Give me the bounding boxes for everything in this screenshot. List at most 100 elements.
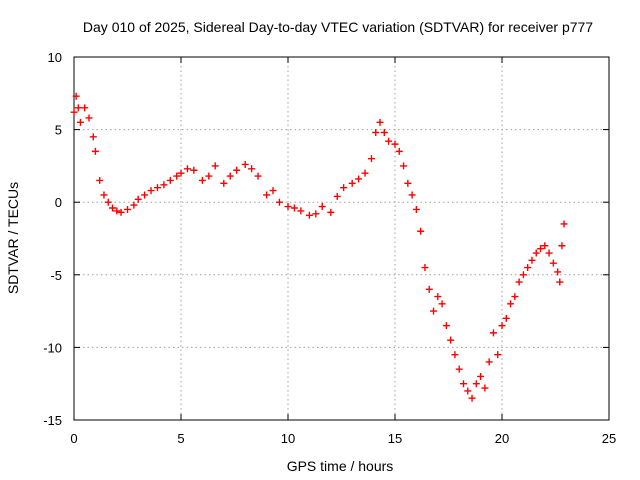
data-point bbox=[400, 162, 408, 170]
data-point bbox=[134, 195, 142, 203]
y-tick-label: 0 bbox=[55, 195, 62, 210]
y-tick-label: 10 bbox=[48, 50, 62, 65]
data-point bbox=[166, 176, 174, 184]
data-point bbox=[447, 336, 455, 344]
data-point bbox=[269, 187, 277, 195]
data-point bbox=[459, 380, 467, 388]
data-point bbox=[104, 198, 112, 206]
series-sdtvar bbox=[70, 92, 568, 402]
y-axis-label: SDTVAR / TECUs bbox=[5, 182, 21, 294]
data-point bbox=[549, 259, 557, 267]
data-point bbox=[81, 104, 89, 112]
grid bbox=[74, 57, 609, 420]
x-tick-label: 25 bbox=[602, 431, 616, 446]
y-tick-label: 5 bbox=[55, 123, 62, 138]
data-point bbox=[305, 211, 313, 219]
data-point bbox=[560, 220, 568, 228]
data-point bbox=[76, 118, 84, 126]
data-point bbox=[74, 104, 82, 112]
x-tick-label: 20 bbox=[495, 431, 509, 446]
plot-frame bbox=[73, 56, 610, 421]
data-point bbox=[498, 322, 506, 330]
data-point bbox=[147, 187, 155, 195]
x-tick-label: 10 bbox=[281, 431, 295, 446]
data-point bbox=[91, 147, 99, 155]
y-tick-label: -5 bbox=[50, 268, 62, 283]
data-point bbox=[541, 242, 549, 250]
data-point bbox=[442, 322, 450, 330]
data-points bbox=[70, 92, 568, 402]
data-point bbox=[100, 191, 108, 199]
data-point bbox=[532, 249, 540, 257]
data-point bbox=[85, 114, 93, 122]
data-point bbox=[404, 179, 412, 187]
x-tick-label: 5 bbox=[177, 431, 184, 446]
data-point bbox=[395, 147, 403, 155]
data-point bbox=[438, 300, 446, 308]
data-point bbox=[430, 307, 438, 315]
data-point bbox=[284, 203, 292, 211]
data-point bbox=[412, 205, 420, 213]
data-point bbox=[220, 179, 228, 187]
y-tick-label: -10 bbox=[43, 340, 62, 355]
data-point bbox=[421, 264, 429, 272]
chart-title: Day 010 of 2025, Sidereal Day-to-day VTE… bbox=[83, 19, 593, 35]
data-point bbox=[183, 165, 191, 173]
data-point bbox=[327, 208, 335, 216]
data-point bbox=[434, 293, 442, 301]
y-tick-label: -15 bbox=[43, 413, 62, 428]
data-point bbox=[489, 329, 497, 337]
x-axis-label: GPS time / hours bbox=[287, 458, 394, 474]
data-point bbox=[537, 245, 545, 253]
data-point bbox=[297, 207, 305, 215]
data-point bbox=[408, 191, 416, 199]
data-point bbox=[556, 278, 564, 286]
data-point bbox=[348, 179, 356, 187]
data-point bbox=[226, 172, 234, 180]
data-point bbox=[558, 242, 566, 250]
x-tick-label: 15 bbox=[388, 431, 402, 446]
data-point bbox=[502, 314, 510, 322]
data-point bbox=[70, 108, 78, 116]
data-point bbox=[425, 285, 433, 293]
data-point bbox=[380, 129, 388, 137]
data-point bbox=[318, 203, 326, 211]
data-point bbox=[464, 387, 472, 395]
data-point bbox=[507, 300, 515, 308]
data-point bbox=[485, 358, 493, 366]
data-point bbox=[117, 208, 125, 216]
data-point bbox=[177, 169, 185, 177]
data-point bbox=[124, 205, 131, 213]
data-point bbox=[472, 380, 480, 388]
data-point bbox=[376, 118, 384, 126]
data-point bbox=[494, 351, 502, 359]
data-point bbox=[205, 172, 213, 180]
data-point bbox=[385, 137, 393, 145]
data-point bbox=[173, 172, 181, 180]
data-point bbox=[528, 256, 536, 264]
data-point bbox=[355, 175, 363, 183]
data-point bbox=[89, 133, 97, 141]
data-point bbox=[333, 192, 341, 200]
data-point bbox=[468, 394, 476, 402]
data-point bbox=[545, 249, 553, 257]
x-tick-label: 0 bbox=[70, 431, 77, 446]
data-point bbox=[477, 372, 485, 380]
data-point bbox=[511, 293, 519, 301]
axis-ticks: 0 5 10 15 20 25 -15 -10 -5 0 5 10 bbox=[43, 50, 616, 446]
data-point bbox=[361, 169, 369, 177]
data-point bbox=[515, 278, 523, 286]
data-point bbox=[141, 191, 149, 199]
data-point bbox=[455, 365, 463, 373]
data-point bbox=[190, 166, 198, 174]
data-point bbox=[519, 271, 527, 279]
data-point bbox=[113, 207, 121, 215]
data-point bbox=[275, 198, 283, 206]
data-point bbox=[211, 162, 219, 170]
data-point bbox=[254, 172, 262, 180]
data-point bbox=[290, 204, 298, 212]
data-point bbox=[241, 160, 249, 168]
data-point bbox=[340, 184, 348, 192]
data-point bbox=[96, 176, 104, 184]
